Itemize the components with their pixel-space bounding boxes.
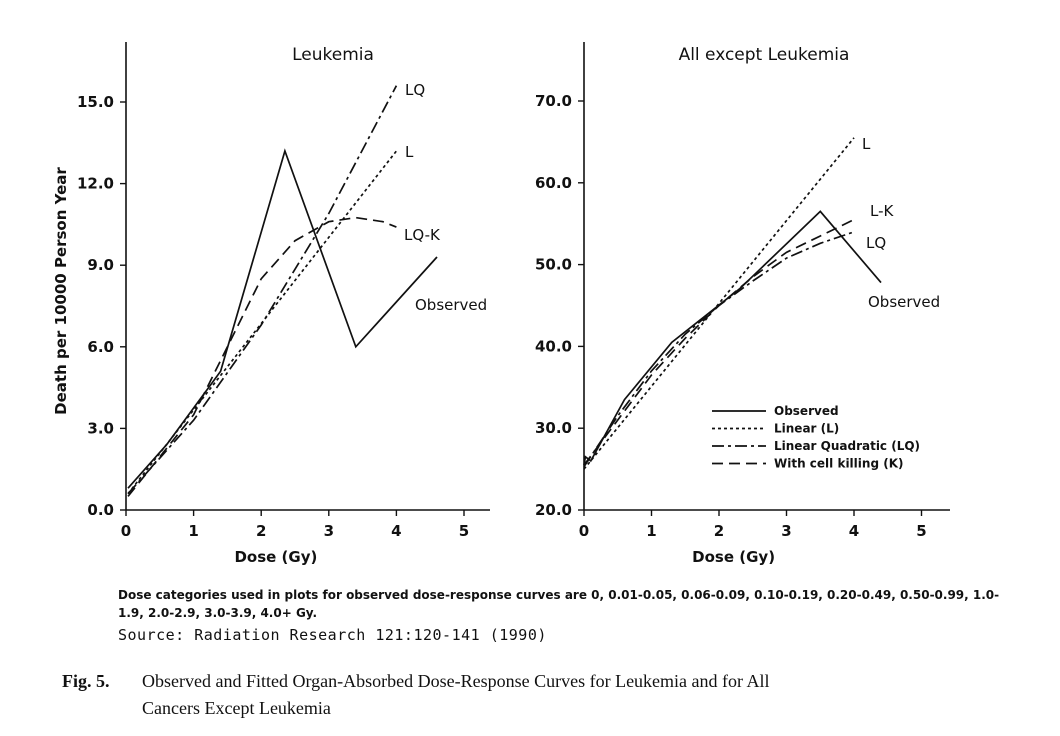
x-tick-label: 0 [121, 522, 131, 540]
curve-label-dashdot: LQ [405, 81, 425, 99]
y-tick-label: 20.0 [535, 501, 572, 519]
y-tick-label: 60.0 [535, 174, 572, 192]
curve-label-dotted: L [405, 143, 414, 161]
x-axis-title: Dose (Gy) [234, 548, 317, 566]
legend-label: With cell killing (K) [774, 457, 903, 471]
x-tick-label: 5 [916, 522, 926, 540]
series-line-solid [127, 148, 438, 489]
curve-label-dashed: L-K [870, 202, 895, 220]
x-tick-label: 0 [579, 522, 589, 540]
x-tick-label: 3 [324, 522, 334, 540]
series-line-dashed [583, 218, 855, 466]
y-tick-label: 0.0 [87, 501, 114, 519]
x-tick-label: 4 [391, 522, 401, 540]
y-tick-label: 30.0 [535, 419, 572, 437]
curve-label-solid: Observed [415, 296, 487, 314]
series-line-dashed [127, 216, 397, 497]
chart-panel-1: 0.0 3.0 6.0 9.0 12.0 15.0 0 1 2 3 4 5 Leukemia Dose (… [52, 42, 490, 566]
y-tick-label: 15.0 [77, 93, 114, 111]
y-tick-label: 50.0 [535, 256, 572, 274]
legend-label: Observed [774, 404, 839, 418]
y-tick-label: 6.0 [87, 338, 114, 356]
curve-label-dotted: L [862, 135, 871, 153]
y-axis-title: Death per 10000 Person Year [52, 167, 70, 415]
chart-title: All except Leukemia [679, 45, 850, 65]
dose-categories-note: Dose categories used in plots for observ… [118, 588, 1000, 620]
legend-label: Linear (L) [774, 422, 839, 436]
source-citation: Source: Radiation Research 121:120-141 (… [118, 626, 547, 644]
curve-label-solid: Observed [868, 293, 940, 311]
y-tick-label: 9.0 [87, 256, 114, 274]
y-tick-label: 3.0 [87, 419, 114, 437]
legend-label: Linear Quadratic (LQ) [774, 439, 920, 453]
figure-canvas: 0.0 3.0 6.0 9.0 12.0 15.0 0 1 2 3 4 5 Leukemia Dose (… [52, 42, 950, 566]
caption-line-2: Cancers Except Leukemia [142, 698, 331, 718]
series-line-dashdot [127, 85, 398, 495]
x-tick-label: 2 [714, 522, 724, 540]
y-tick-label: 12.0 [77, 175, 114, 193]
y-tick-label: 70.0 [535, 92, 572, 110]
x-tick-label: 1 [646, 522, 656, 540]
caption-line-1: Observed and Fitted Organ-Absorbed Dose-… [142, 671, 770, 691]
x-tick-label: 2 [256, 522, 266, 540]
curve-label-dashdot: LQ [866, 234, 886, 252]
series-line-solid [583, 210, 882, 466]
legend: Observed Linear (L) Linear Quadratic (LQ) W… [712, 404, 920, 471]
y-tick-label: 40.0 [535, 337, 572, 355]
x-tick-label: 1 [188, 522, 198, 540]
series-line-dotted [583, 137, 855, 470]
chart-panel-2: 20.0 30.0 40.0 50.0 60.0 70.0 0 1 2 3 4 5 All except… [535, 42, 950, 566]
x-tick-label: 3 [781, 522, 791, 540]
x-tick-label: 4 [849, 522, 859, 540]
x-axis-title: Dose (Gy) [692, 548, 775, 566]
caption-label: Fig. 5. [62, 671, 110, 691]
chart-title: Leukemia [292, 45, 374, 65]
figure-caption: Fig. 5. Observed and Fitted Organ-Absorbe… [62, 668, 1002, 722]
x-tick-label: 5 [459, 522, 469, 540]
curve-label-dashed: LQ-K [404, 226, 441, 244]
